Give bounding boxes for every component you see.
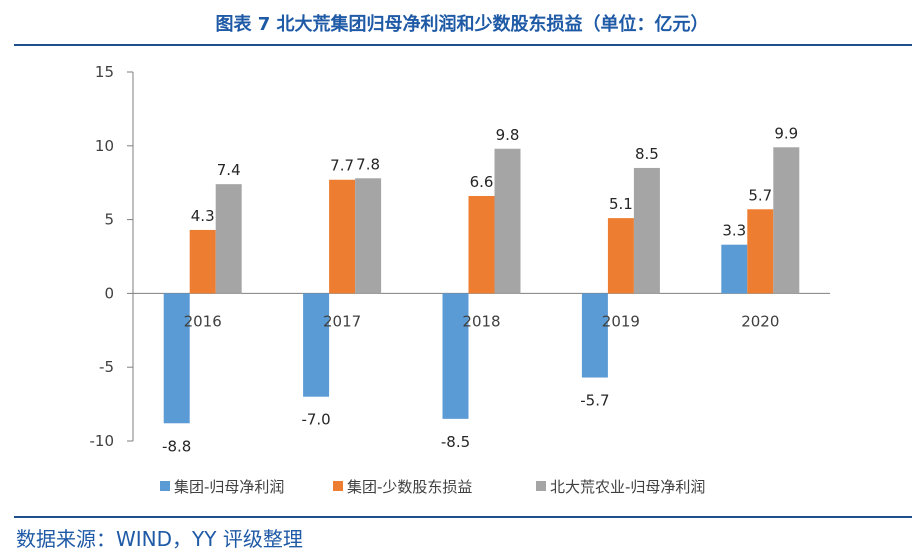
bar-2 — [747, 209, 774, 294]
bar-2 — [468, 195, 495, 294]
bar-3 — [633, 167, 660, 294]
bar-3 — [773, 147, 800, 294]
legend-label: 集团-归母净利润 — [174, 478, 284, 496]
y-tick-label: 10 — [95, 137, 114, 155]
bar-2 — [189, 229, 216, 294]
bar-1 — [581, 293, 608, 378]
y-tick-label: 15 — [95, 63, 114, 81]
data-label: 7.7 — [330, 157, 354, 175]
data-label: 9.9 — [774, 124, 798, 142]
legend-swatch — [160, 481, 170, 491]
legend-swatch — [536, 481, 546, 491]
x-category-label: 2020 — [741, 312, 779, 330]
data-label: 8.5 — [635, 145, 659, 163]
data-label: -7.0 — [301, 411, 330, 429]
bar-chart: 15 10 5 0 -5 -10 -8.8 4.3 7.4 2016 -7.0 7.7 7.8 2017 -… — [90, 63, 830, 496]
bar-2 — [607, 218, 634, 294]
data-label: -8.8 — [162, 437, 191, 455]
x-category-label: 2018 — [462, 312, 500, 330]
data-label: 7.4 — [217, 161, 241, 179]
bar-2 — [329, 179, 356, 294]
y-tick-label: -10 — [90, 432, 115, 450]
bottom-rule — [14, 516, 912, 518]
bar-3 — [215, 184, 242, 294]
data-label: 9.8 — [496, 126, 520, 144]
x-category-label: 2019 — [602, 312, 640, 330]
top-rule — [14, 44, 912, 46]
y-tick-label: 0 — [104, 284, 114, 302]
data-label: -5.7 — [580, 392, 609, 410]
x-category-label: 2017 — [323, 312, 361, 330]
y-tick-label: -5 — [99, 358, 114, 376]
legend-label: 集团-少数股东损益 — [347, 478, 472, 496]
data-label: 7.8 — [356, 155, 380, 173]
source-note: 数据来源：WIND，YY 评级整理 — [16, 527, 303, 551]
bar-1 — [721, 244, 748, 294]
legend-label: 北大荒农业-归母净利润 — [550, 478, 705, 496]
y-tick-label: 5 — [104, 211, 114, 229]
data-label: 5.7 — [748, 186, 772, 204]
legend-swatch — [333, 481, 343, 491]
data-label: 6.6 — [470, 173, 494, 191]
bar-3 — [355, 178, 382, 294]
x-category-label: 2016 — [184, 312, 222, 330]
chart-title: 图表 7 北大荒集团归母净利润和少数股东损益（单位：亿元） — [215, 14, 709, 35]
data-label: 5.1 — [609, 195, 633, 213]
bar-1 — [163, 293, 190, 424]
data-label: -8.5 — [441, 433, 470, 451]
data-label: 4.3 — [191, 207, 215, 225]
bar-3 — [494, 148, 521, 294]
bar-1 — [303, 293, 330, 397]
data-label: 3.3 — [722, 222, 746, 240]
bar-1 — [442, 293, 469, 419]
